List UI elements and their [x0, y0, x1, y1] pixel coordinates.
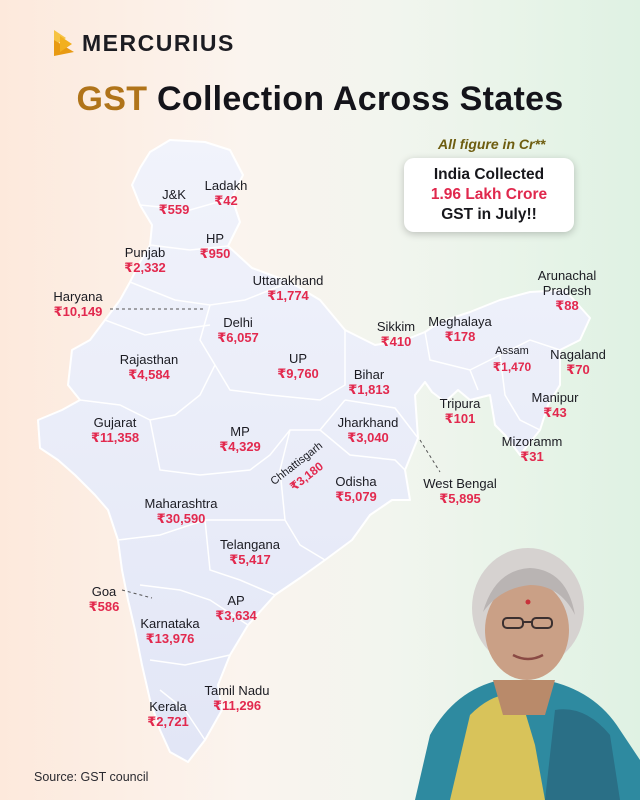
state-label-up: UP ₹9,760	[277, 351, 319, 381]
state-label-jharkhand: Jharkhand ₹3,040	[337, 415, 399, 445]
title-rest: Collection Across States	[157, 80, 564, 118]
callout-line3-rest: in July!!	[477, 206, 537, 223]
state-label-hp: HP ₹950	[199, 231, 231, 261]
callout-line3-bold: GST	[441, 206, 474, 223]
state-label-odisha: Odisha ₹5,079	[335, 474, 377, 504]
state-label-west-bengal: West Bengal ₹5,895	[423, 476, 497, 506]
map-mainland	[37, 139, 591, 763]
state-label-delhi: Delhi ₹6,057	[217, 315, 259, 345]
state-borders	[79, 197, 561, 741]
state-label-ap: AP ₹3,634	[215, 593, 257, 623]
state-label-kerala: Kerala ₹2,721	[147, 699, 189, 729]
state-label-meghalaya: Meghalaya ₹178	[428, 314, 492, 344]
summary-callout: India Collected 1.96 Lakh Crore GST in J…	[404, 158, 574, 232]
state-label-mp: MP ₹4,329	[219, 424, 261, 454]
state-label-nagaland: Nagaland ₹70	[550, 347, 606, 377]
minister-portrait-icon	[415, 548, 640, 800]
state-label-jk: J&K ₹559	[158, 187, 190, 217]
state-label-maharashtra: Maharashtra ₹30,590	[144, 496, 218, 526]
state-label-bihar: Bihar ₹1,813	[348, 367, 390, 397]
units-note: All figure in Cr**	[438, 136, 546, 152]
state-label-telangana: Telangana ₹5,417	[220, 537, 280, 567]
state-label-tamil-nadu: Tamil Nadu ₹11,296	[204, 683, 270, 713]
brand-name: MERCURIUS	[82, 29, 235, 56]
page-title: GST Collection Across States	[0, 80, 640, 119]
callout-line3: GST in July!!	[404, 205, 574, 225]
state-label-karnataka: Karnataka ₹13,976	[140, 616, 200, 646]
state-label-goa: Goa ₹586	[88, 584, 120, 614]
state-label-mizoram: Mizoramm ₹31	[501, 434, 563, 464]
state-label-tripura: Tripura ₹101	[439, 396, 481, 426]
state-label-punjab: Punjab ₹2,332	[124, 245, 166, 275]
state-label-ladakh: Ladakh ₹42	[204, 178, 248, 208]
state-label-arunachal: Arunachal Pradesh ₹88	[537, 268, 597, 313]
source-note: Source: GST council	[34, 770, 149, 784]
chevron-logo-icon	[54, 30, 74, 56]
goa-pointer-line	[121, 589, 153, 599]
state-label-assam: Assam ₹1,470	[492, 345, 532, 374]
state-label-rajasthan: Rajasthan ₹4,584	[119, 352, 179, 382]
state-label-manipur: Manipur ₹43	[531, 390, 579, 420]
state-label-gujarat: Gujarat ₹11,358	[90, 415, 140, 445]
title-accent: GST	[76, 80, 148, 118]
state-label-haryana: Haryana ₹10,149	[53, 289, 103, 319]
state-label-uttarakhand: Uttarakhand ₹1,774	[252, 273, 324, 303]
callout-line1: India Collected	[433, 166, 545, 183]
brand-logo: MERCURIUS	[52, 28, 235, 58]
west-bengal-pointer-line	[419, 439, 441, 473]
state-label-sikkim: Sikkim ₹410	[376, 319, 416, 349]
callout-line2: 1.96 Lakh Crore	[430, 186, 548, 203]
